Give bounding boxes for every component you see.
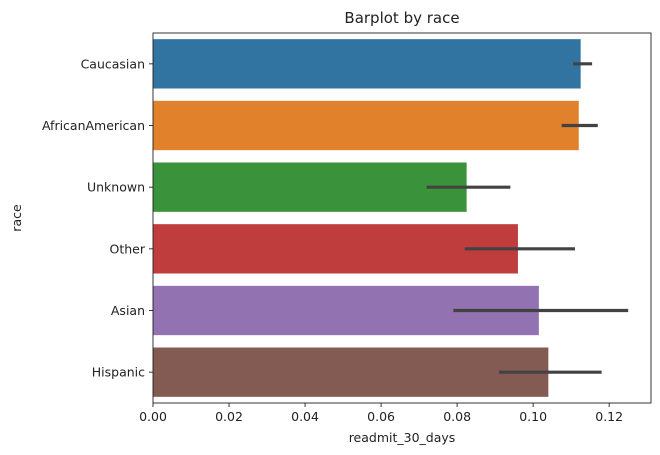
bar-caucasian (153, 39, 581, 89)
y-tick-label: Other (110, 241, 146, 256)
x-tick-label: 0.04 (291, 409, 319, 424)
y-tick-label: Hispanic (92, 365, 145, 380)
x-tick-label: 0.00 (139, 409, 167, 424)
bar-africanamerican (153, 100, 579, 151)
bar-hispanic (153, 347, 549, 397)
x-tick-label: 0.02 (215, 409, 243, 424)
y-tick-label: Caucasian (81, 56, 145, 71)
error-bars-group (426, 62, 629, 374)
x-axis-ticks: 0.00 0.02 0.04 0.06 0.08 0.10 0.12 (139, 403, 623, 424)
y-tick-label: Unknown (87, 180, 145, 195)
bar-other (153, 224, 518, 274)
bars-group (153, 39, 581, 397)
y-tick-label: AfricanAmerican (42, 118, 145, 133)
x-tick-label: 0.10 (519, 409, 547, 424)
x-axis-label: readmit_30_days (349, 430, 456, 445)
x-tick-label: 0.08 (443, 409, 471, 424)
bar-unknown (153, 162, 467, 212)
plot-frame (152, 32, 652, 404)
x-tick-label: 0.12 (595, 409, 623, 424)
y-tick-label: Asian (111, 303, 145, 318)
y-axis-ticks: Caucasian AfricanAmerican Unknown Other Asia… (42, 56, 153, 380)
x-tick-label: 0.06 (367, 409, 395, 424)
chart-title: Barplot by race (344, 9, 459, 27)
y-axis-label: race (9, 204, 24, 232)
